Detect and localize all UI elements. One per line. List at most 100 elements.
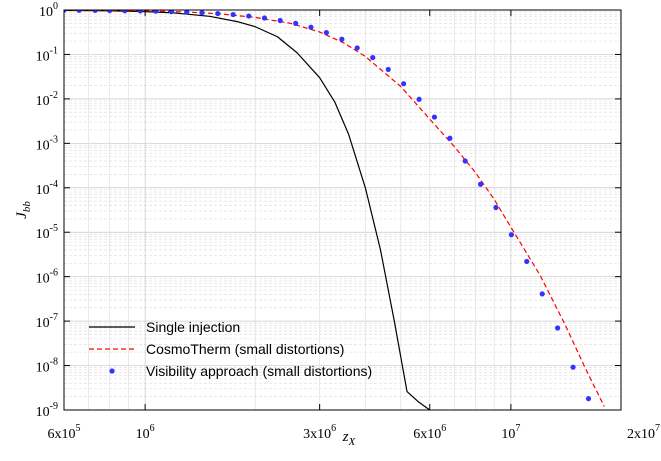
y-tick-label-base: 10 — [36, 94, 50, 109]
data-point — [508, 232, 514, 238]
x-axis-title: zX — [342, 429, 357, 448]
x-tick-label: 3x106 — [303, 423, 336, 442]
y-tick-label-exp: -5 — [50, 223, 58, 234]
y-tick-label: 10-9 — [36, 401, 58, 420]
legend: Single injection CosmoTherm (small disto… — [89, 319, 372, 379]
y-axis-title-sub: bb — [21, 201, 33, 213]
x-tick-label: 2x107 — [627, 423, 660, 442]
y-tick-label-base: 10 — [36, 227, 50, 242]
data-point — [184, 10, 190, 15]
y-tick-label-base: 10 — [36, 361, 50, 376]
data-point — [401, 81, 407, 87]
y-tick-label-exp: -6 — [50, 268, 58, 279]
data-point — [354, 45, 360, 51]
data-point — [122, 10, 128, 14]
x-tick-label: 6x106 — [413, 423, 446, 442]
data-point — [168, 10, 175, 15]
y-tick-label-exp: 0 — [53, 1, 58, 12]
data-point — [215, 10, 221, 17]
x-axis-title-main: z — [342, 429, 349, 445]
x-tick-labels: 6x105 106 3x106 6x106 107 2x107 — [48, 423, 661, 442]
data-point — [293, 20, 299, 26]
data-point — [555, 325, 561, 331]
data-point — [462, 158, 468, 164]
data-point — [246, 13, 252, 19]
data-point — [539, 291, 545, 297]
y-tick-label-exp: -3 — [50, 134, 58, 145]
y-tick-label-base: 10 — [36, 272, 50, 287]
data-point — [385, 66, 391, 73]
y-tick-label: 10-4 — [36, 179, 58, 198]
plot-frame — [63, 9, 622, 411]
data-point — [261, 15, 268, 21]
data-point — [493, 204, 499, 211]
y-tick-label-exp: -4 — [50, 179, 58, 190]
data-point — [477, 181, 484, 187]
x-tick-label-exp: 6 — [150, 423, 155, 434]
x-tick-label-mantissa: 2x10 — [627, 427, 655, 442]
x-tick-label-exp: 6 — [331, 423, 336, 434]
data-point — [308, 24, 314, 30]
y-tick-label-exp: -7 — [50, 312, 58, 323]
data-point — [64, 10, 67, 13]
y-tick-label-exp: -8 — [50, 357, 58, 368]
x-axis-title-sub: X — [348, 436, 357, 448]
data-point — [92, 10, 98, 13]
x-tick-label-exp: 7 — [655, 423, 660, 434]
y-tick-label: 10-3 — [36, 134, 58, 153]
data-point — [585, 396, 592, 402]
y-tick-label: 100 — [39, 1, 58, 20]
y-tick-label-base: 10 — [39, 5, 53, 20]
y-tick-label-base: 10 — [36, 405, 50, 420]
y-tick-label: 10-7 — [36, 312, 58, 331]
y-axis-title-main: J — [14, 211, 30, 219]
grid — [63, 10, 622, 411]
data-point — [76, 10, 82, 13]
x-tick-label: 107 — [501, 423, 520, 442]
x-tick-label-mantissa: 6x10 — [48, 427, 76, 442]
y-axis-title: Jbb — [14, 201, 33, 219]
series-layer — [64, 10, 605, 410]
x-tick-label-exp: 5 — [76, 423, 81, 434]
data-point — [339, 36, 345, 42]
data-point — [137, 10, 143, 14]
data-point — [323, 30, 329, 36]
y-tick-label-exp: -2 — [50, 90, 58, 101]
legend-label-single-injection: Single injection — [146, 319, 240, 335]
data-point — [153, 10, 159, 14]
data-point — [524, 258, 530, 265]
data-point — [107, 10, 113, 14]
series-1 — [64, 10, 605, 407]
x-tick-label: 106 — [136, 423, 155, 442]
x-tick-label-mantissa: 10 — [136, 427, 150, 442]
x-tick-label: 6x105 — [48, 423, 81, 442]
x-tick-label-exp: 7 — [515, 423, 520, 434]
data-point — [277, 17, 283, 24]
x-tick-label-mantissa: 6x10 — [413, 427, 441, 442]
y-tick-label: 10-5 — [36, 223, 58, 242]
y-tick-label-exp: -9 — [50, 401, 58, 412]
legend-swatch-visibility — [109, 368, 115, 374]
y-tick-label: 10-6 — [36, 268, 58, 287]
legend-label-visibility: Visibility approach (small distortions) — [146, 363, 372, 379]
data-point — [431, 114, 438, 120]
x-tick-label-mantissa: 10 — [501, 427, 515, 442]
y-tick-label-base: 10 — [36, 49, 50, 64]
data-point — [199, 10, 205, 16]
data-point — [570, 364, 576, 370]
x-tick-label-mantissa: 3x10 — [303, 427, 331, 442]
y-tick-label: 10-1 — [36, 45, 58, 64]
y-tick-label-exp: -1 — [50, 45, 58, 56]
tick-marks — [63, 9, 622, 411]
x-tick-label-exp: 6 — [441, 423, 446, 434]
y-tick-label: 10-8 — [36, 357, 58, 376]
y-tick-label-base: 10 — [36, 316, 50, 331]
series-2 — [64, 10, 592, 402]
y-tick-label-base: 10 — [36, 138, 50, 153]
data-point — [370, 54, 376, 61]
series-line-cosmotherm — [64, 10, 605, 407]
y-tick-label: 10-2 — [36, 90, 58, 109]
data-point — [447, 135, 453, 141]
